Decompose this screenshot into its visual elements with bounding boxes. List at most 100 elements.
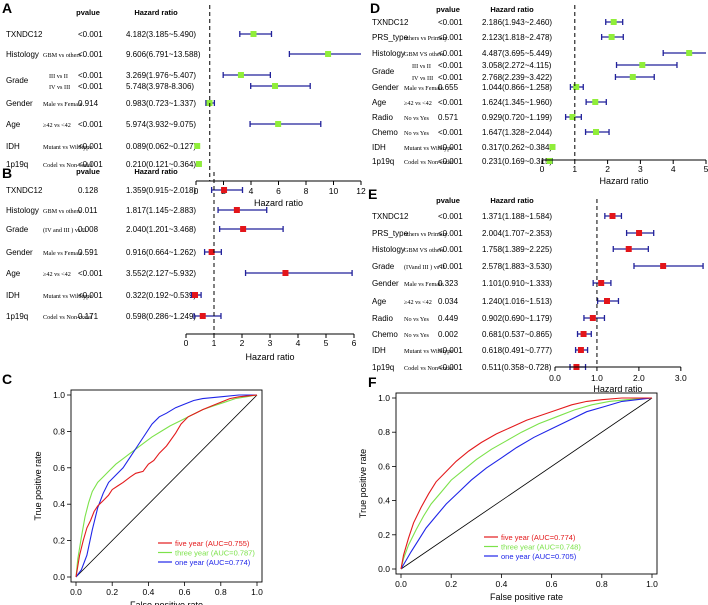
- y-tick-label: 0.2: [378, 530, 390, 540]
- forest-row: TXNDC12 <0.001 1.371(1.188~1.584): [372, 212, 623, 221]
- roc-curve-one-year: [75, 394, 257, 578]
- forest-plot-e: pvalue Hazard ratio TXNDC12 <0.001 1.371(1.1…: [372, 196, 704, 394]
- row-hr-text: 4.487(3.695~5.449): [482, 49, 552, 58]
- row-hr-text: 5.974(3.932~9.075): [126, 120, 196, 129]
- row-sublabel: Codel vs Non-codel: [43, 162, 93, 169]
- row-sublabel: ≥42 vs <42: [404, 100, 432, 107]
- panel-letter-d: D: [370, 0, 380, 16]
- x-axis-label: Hazard ratio: [245, 352, 294, 362]
- row-label: Radio: [372, 113, 393, 122]
- row-pvalue: <0.001: [438, 212, 463, 221]
- forest-row: Histology GBM vs others<0.001 9.606(6.791~…: [6, 50, 361, 59]
- legend-label: five year (AUC=0.755): [175, 539, 250, 548]
- x-axis-label: Hazard ratio: [593, 384, 642, 394]
- row-sublabel: No vs Yes: [404, 316, 430, 323]
- row-hr-text: 0.317(0.262~0.384): [482, 143, 552, 152]
- row-sublabel: No vs Yes: [404, 115, 430, 122]
- hr-marker: [580, 331, 587, 337]
- roc-curve-one-year: [400, 397, 653, 570]
- forest-row: 1p19q Codel vs Non-codel<0.001 0.210(0.121…: [6, 160, 202, 169]
- row-hr-text: 3.552(2.127~5.932): [126, 269, 196, 278]
- forest-row: Age ≥42 vs <42 <0.001 3.552(2.127~5.932): [6, 269, 353, 278]
- row-pvalue: <0.001: [438, 143, 463, 152]
- row-hr-text: 0.983(0.723~1.337): [126, 99, 196, 108]
- row-sublabel: III vs II: [49, 73, 68, 80]
- roc-curve-three-year: [400, 397, 653, 570]
- roc-curve-five-year: [400, 397, 652, 570]
- row-sublabel: IV vs III: [412, 75, 433, 82]
- y-tick-label: 0.2: [53, 536, 65, 546]
- hr-marker: [569, 114, 576, 120]
- x-tick-label: 12: [356, 186, 366, 196]
- x-tick-label: 0.6: [546, 579, 558, 589]
- row-label: TXNDC12: [372, 212, 409, 221]
- row-label: Histology: [372, 49, 405, 58]
- row-pvalue: <0.001: [78, 120, 103, 129]
- row-pvalue: <0.001: [438, 73, 463, 82]
- row-sublabel: Mutant vs Wildtype: [43, 293, 92, 300]
- roc-curve-five-year: [75, 394, 258, 578]
- row-label: IDH: [372, 346, 386, 355]
- row-pvalue: 0.002: [438, 330, 459, 339]
- legend-label: three year (AUC=0.787): [175, 549, 255, 558]
- row-hr-text: 0.929(0.720~1.199): [482, 113, 552, 122]
- row-hr-text: 3.058(2.272~4.115): [482, 61, 552, 70]
- row-hr-text: 2.578(1.883~3.530): [482, 262, 552, 271]
- y-tick-label: 0.8: [53, 426, 65, 436]
- x-tick-label: 0.0: [70, 587, 82, 597]
- pvalue-header: pvalue: [76, 8, 100, 17]
- row-hr-text: 2.004(1.707~2.353): [482, 229, 552, 238]
- x-tick-label: 0: [184, 338, 189, 348]
- row-label: Radio: [372, 314, 393, 323]
- forest-row: Age ≥42 vs <42 <0.001 1.624(1.345~1.960): [372, 98, 607, 107]
- row-sublabel: GBM VS others: [404, 51, 445, 58]
- row-pvalue: 0.655: [438, 83, 459, 92]
- row-label: TXNDC12: [372, 18, 409, 27]
- row-sublabel: Codel vs Non-codel: [43, 314, 93, 321]
- forest-row: Grade (IVand III ) vs II<0.001 2.578(1.883…: [372, 262, 704, 271]
- forest-row: Histology GBM VS others<0.001 1.758(1.389~…: [372, 245, 649, 254]
- x-tick-label: 1.0: [251, 587, 263, 597]
- row-hr-text: 9.606(6.791~13.588): [126, 50, 201, 59]
- x-tick-label: 1: [212, 338, 217, 348]
- y-tick-label: 0.0: [378, 564, 390, 574]
- forest-row: TXNDC12 <0.001 2.186(1.943~2.460): [372, 18, 624, 27]
- y-axis-label: True positive rate: [33, 451, 43, 520]
- x-tick-label: 4: [296, 338, 301, 348]
- x-axis-label: Hazard ratio: [254, 198, 303, 208]
- hr-marker: [686, 50, 693, 56]
- hr-marker: [208, 249, 215, 255]
- forest-row: 1p19q Codel vs Non-codel<0.001 0.511(0.358…: [372, 363, 587, 372]
- x-tick-label: 0.2: [106, 587, 118, 597]
- row-hr-text: 0.902(0.690~1.179): [482, 314, 552, 323]
- hr-marker: [272, 83, 279, 89]
- forest-row: Grade III vs II <0.001 3.058(2.272~4.115): [372, 61, 678, 76]
- row-label: Chemo: [372, 128, 398, 137]
- x-tick-label: 3: [268, 338, 273, 348]
- x-tick-label: 1.0: [591, 373, 603, 383]
- row-hr-text: 5.748(3.978-8.306): [126, 82, 194, 91]
- row-label: Grade: [372, 262, 395, 271]
- roc-plot-c: 0.0 0.0 0.2 0.2 0.4 0.4 0.6 0.6 0.8 0.8 1.0 1.0 Fals…: [33, 389, 263, 605]
- panel-letter-b: B: [2, 165, 12, 181]
- x-tick-label: 0.8: [596, 579, 608, 589]
- row-label: Histology: [372, 245, 405, 254]
- hr-marker: [573, 84, 580, 90]
- hr-marker: [609, 213, 616, 219]
- hr-marker: [240, 226, 247, 232]
- row-label: Gender: [6, 99, 33, 108]
- forest-row: IV vs III <0.001 5.748(3.978-8.306): [49, 82, 311, 91]
- legend-label: one year (AUC=0.705): [501, 552, 577, 561]
- row-sublabel: Mutant vs Wildtype: [404, 145, 453, 152]
- x-tick-label: 0: [194, 186, 199, 196]
- forest-row: Radio No vs Yes 0.449 0.902(0.690~1.179): [372, 314, 606, 323]
- row-label: 1p19q: [372, 363, 394, 372]
- row-sublabel: ≥42 vs <42: [43, 271, 71, 278]
- row-label: PRS_type: [372, 229, 409, 238]
- row-sublabel: ≥42 vs <42: [404, 299, 432, 306]
- x-tick-label: 0.6: [179, 587, 191, 597]
- x-tick-label: 0.2: [445, 579, 457, 589]
- x-tick-label: 3: [638, 164, 643, 174]
